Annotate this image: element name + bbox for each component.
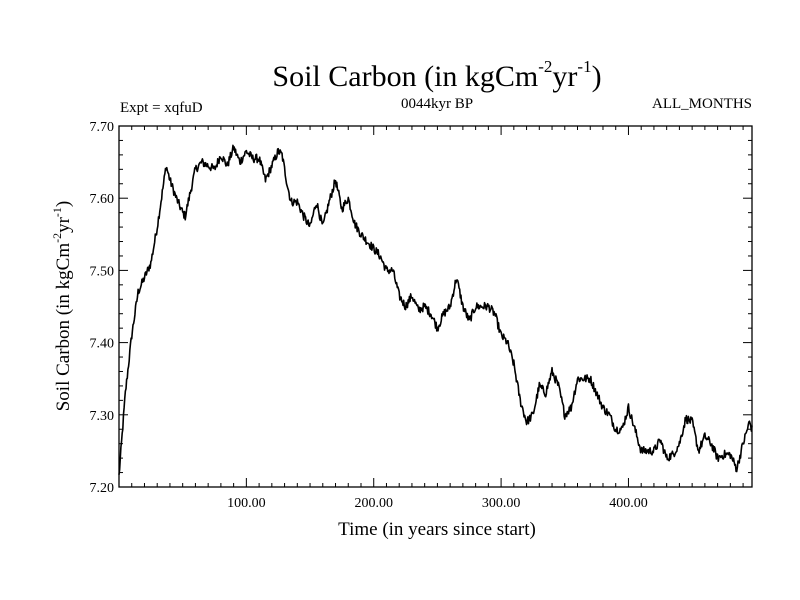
chart-title-sup2: -1 [577,57,591,76]
y-axis-label-mid: yr [53,216,74,233]
x-tick-label: 300.00 [482,496,521,511]
x-tick-label: 400.00 [609,496,648,511]
y-axis-label-sup1: -2 [50,233,64,243]
chart-title-main: Soil Carbon (in kgCm [272,60,538,93]
x-axis-label: Time (in years since start) [338,519,536,540]
plot-frame [118,125,753,488]
y-tick-label: 7.20 [90,481,115,496]
y-axis-label: Soil Carbon (in kgCm-2yr-1) [50,201,74,412]
y-axis-label-end: ) [53,201,74,207]
y-tick-label: 7.60 [90,192,115,207]
y-tick-label: 7.40 [90,337,115,352]
chart-title-sup1: -2 [538,57,552,76]
experiment-label: Expt = xqfuD [120,100,203,116]
y-axis-label-main: Soil Carbon (in kgCm [53,243,74,412]
x-tick-label: 100.00 [227,496,266,511]
period-label: 0044kyr BP [401,96,473,112]
y-tick-label: 7.30 [90,409,115,424]
chart-title-end: ) [592,60,602,93]
x-tick-label: 200.00 [354,496,393,511]
chart-title-mid: yr [552,60,577,93]
series-line-soil-carbon [118,144,753,475]
y-tick-label: 7.70 [90,120,115,135]
y-axis-label-sup2: -1 [50,207,64,217]
months-label: ALL_MONTHS [652,96,752,112]
chart-title: Soil Carbon (in kgCm-2yr-1) [272,57,601,93]
y-tick-label: 7.50 [90,264,115,279]
